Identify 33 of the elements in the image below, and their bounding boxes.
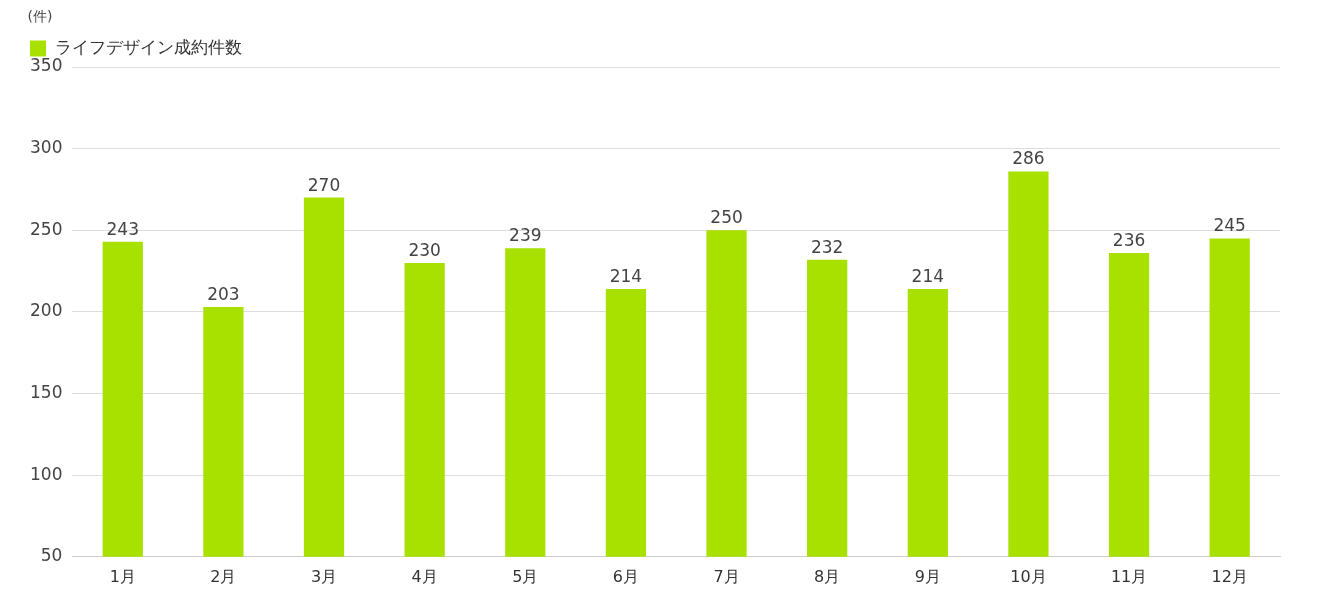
x-tick-label: 2月 (210, 566, 237, 586)
x-tick-label: 6月 (612, 566, 639, 586)
x-tick-label: 10月 (1010, 566, 1047, 586)
data-label: 236 (1112, 230, 1146, 251)
data-label: 245 (1213, 215, 1246, 236)
x-tick-label: 9月 (914, 566, 941, 586)
y-tick-label: 50 (40, 545, 63, 566)
data-label: 214 (609, 265, 643, 286)
y-tick-label: 350 (29, 55, 63, 76)
x-tick-label: 8月 (814, 566, 841, 586)
data-label: 203 (207, 283, 240, 304)
data-label: 230 (408, 239, 441, 260)
data-label: 232 (810, 236, 844, 257)
legend-label: ライフデザイン成約件数 (54, 36, 242, 57)
data-label: 270 (307, 174, 341, 195)
y-axis-title: (件) (27, 7, 53, 24)
x-tick-label: 5月 (512, 566, 539, 586)
y-tick-label: 150 (29, 381, 63, 402)
x-tick-label: 11月 (1110, 566, 1148, 586)
data-label: 243 (106, 218, 139, 239)
data-label: 214 (911, 265, 945, 286)
x-tick-label: 4月 (411, 566, 438, 586)
y-tick-label: 200 (29, 300, 63, 321)
x-tick-label: 3月 (310, 566, 338, 586)
y-tick-label: 300 (29, 137, 63, 158)
data-label: 239 (509, 225, 542, 246)
data-label: 286 (1012, 148, 1045, 169)
y-tick-label: 100 (29, 463, 63, 484)
y-tick-label: 250 (29, 218, 63, 239)
data-label: 250 (710, 207, 743, 228)
x-tick-label: 7月 (713, 566, 740, 586)
x-tick-label: 12月 (1211, 566, 1248, 586)
x-tick-label: 1月 (109, 566, 136, 586)
